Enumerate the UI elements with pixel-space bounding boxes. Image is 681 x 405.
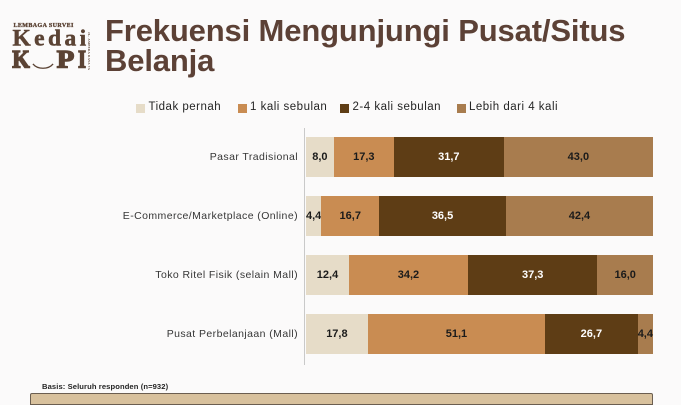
svg-text:K: K xyxy=(12,46,30,73)
svg-text:P: P xyxy=(57,46,75,73)
svg-text:JL. AMPERA RAYA 7A: JL. AMPERA RAYA 7A xyxy=(87,32,91,71)
svg-text:LEMBAGA SURVEI: LEMBAGA SURVEI xyxy=(14,23,74,29)
svg-text:I: I xyxy=(78,46,86,73)
svg-text:Kedai: Kedai xyxy=(13,25,90,51)
